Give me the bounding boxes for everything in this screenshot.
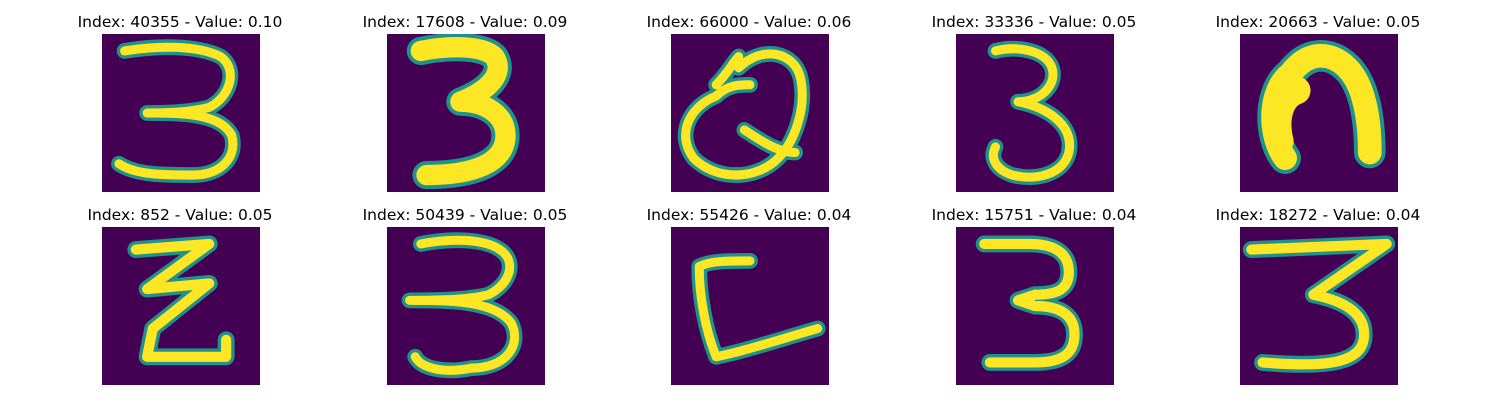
thumbnail-cell: Index: 50439 - Value: 0.05 — [325, 205, 605, 391]
thumbnail-cell: Index: 66000 - Value: 0.06 — [609, 12, 889, 198]
three-narrow-icon — [956, 34, 1114, 192]
thumbnail-cell: Index: 40355 - Value: 0.10 — [40, 12, 320, 198]
three-blocky-icon — [956, 227, 1114, 385]
thumbnail-cell: Index: 852 - Value: 0.05 — [40, 205, 320, 391]
thumbnail-title: Index: 18272 - Value: 0.04 — [1215, 206, 1421, 224]
thumbnail-title: Index: 17608 - Value: 0.09 — [362, 13, 568, 31]
three-curly-icon — [102, 34, 260, 192]
loop-scribble-icon — [671, 34, 829, 192]
thumbnail-cell: Index: 17608 - Value: 0.09 — [325, 12, 605, 198]
three-wide-icon — [387, 227, 545, 385]
thumbnail-title: Index: 15751 - Value: 0.04 — [931, 206, 1137, 224]
thumbnail-title: Index: 50439 - Value: 0.05 — [362, 206, 568, 224]
zigzag-icon — [102, 227, 260, 385]
thumbnail-cell: Index: 20663 - Value: 0.05 — [1178, 12, 1458, 198]
thumbnail-cell: Index: 18272 - Value: 0.04 — [1178, 205, 1458, 391]
thumbnail-title: Index: 66000 - Value: 0.06 — [646, 13, 852, 31]
three-flat-top-icon — [1240, 227, 1398, 385]
thumbnail-cell: Index: 15751 - Value: 0.04 — [894, 205, 1174, 391]
three-bold-icon — [387, 34, 545, 192]
l-shape-icon — [671, 227, 829, 385]
thumbnail-title: Index: 55426 - Value: 0.04 — [646, 206, 852, 224]
thumbnail-title: Index: 40355 - Value: 0.10 — [77, 13, 283, 31]
thumbnail-cell: Index: 33336 - Value: 0.05 — [894, 12, 1174, 198]
thumbnail-title: Index: 20663 - Value: 0.05 — [1215, 13, 1421, 31]
thumbnail-title: Index: 852 - Value: 0.05 — [87, 206, 273, 224]
thumbnail-title: Index: 33336 - Value: 0.05 — [931, 13, 1137, 31]
n-arch-icon — [1240, 34, 1398, 192]
thumbnail-cell: Index: 55426 - Value: 0.04 — [609, 205, 889, 391]
